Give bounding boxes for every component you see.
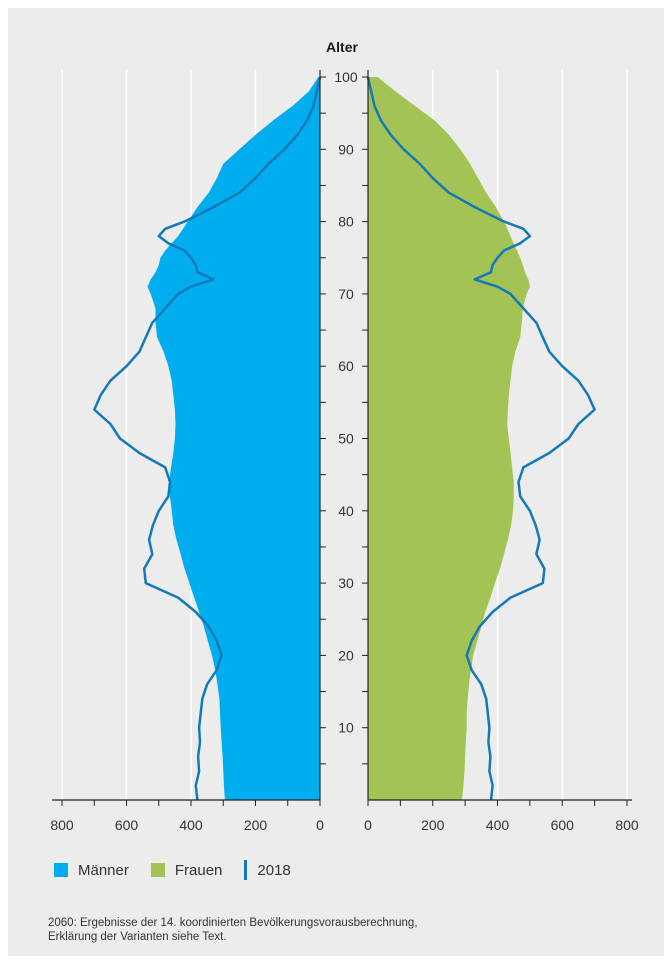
footnote-line-1: 2060: Ergebnisse der 14. koordinierten B… bbox=[48, 917, 418, 929]
x-tick-label-left-200: 200 bbox=[244, 817, 268, 833]
age-tick-label-60: 60 bbox=[338, 358, 354, 374]
x-tick-label-left-800: 800 bbox=[50, 817, 74, 833]
legend-item-frauen: Frauen bbox=[150, 861, 223, 879]
legend-label-2018: 2018 bbox=[257, 861, 291, 879]
line-2018-right bbox=[366, 76, 596, 801]
x-tick-label-right-0: 0 bbox=[364, 817, 372, 833]
legend-item-maenner: Männer bbox=[54, 862, 129, 879]
x-tick-label-right-200: 200 bbox=[421, 817, 445, 833]
area-frauen bbox=[368, 77, 530, 800]
age-tick-label-80: 80 bbox=[338, 214, 354, 230]
x-tick-label-right-800: 800 bbox=[615, 817, 639, 833]
footnote: 2060: Ergebnisse der 14. koordinierten B… bbox=[48, 916, 418, 944]
legend-label-maenner: Männer bbox=[78, 861, 129, 879]
age-tick-label-20: 20 bbox=[338, 647, 354, 663]
age-tick-label-100: 100 bbox=[334, 69, 358, 85]
chart-panel bbox=[8, 8, 664, 956]
age-tick-label-70: 70 bbox=[338, 286, 354, 302]
footnote-line-2: Erklärung der Varianten siehe Text. bbox=[48, 931, 227, 943]
age-tick-label-50: 50 bbox=[338, 431, 354, 447]
age-tick-label-30: 30 bbox=[338, 575, 354, 591]
area-maenner bbox=[147, 77, 320, 800]
x-tick-label-left-600: 600 bbox=[115, 817, 139, 833]
legend-item-2018: 2018 bbox=[244, 860, 291, 880]
x-tick-label-right-600: 600 bbox=[551, 817, 575, 833]
x-tick-label-left-0: 0 bbox=[316, 817, 324, 833]
population-pyramid-chart: 10 20 30 40 50 60 70 80 90 100 Alter 800 600 400 200 0 0… bbox=[50, 39, 639, 833]
age-tick-label-10: 10 bbox=[338, 720, 354, 736]
x-tick-label-right-400: 400 bbox=[486, 817, 510, 833]
legend: Männer Frauen 2018 bbox=[54, 860, 313, 880]
legend-swatch-frauen bbox=[150, 863, 165, 877]
legend-swatch-2018 bbox=[244, 860, 248, 880]
legend-swatch-maenner bbox=[54, 863, 68, 877]
x-tick-label-left-400: 400 bbox=[179, 817, 203, 833]
age-axis-title: Alter bbox=[326, 39, 358, 55]
legend-label-frauen: Frauen bbox=[174, 861, 223, 879]
line-2018-left bbox=[93, 76, 322, 801]
age-tick-label-40: 40 bbox=[338, 503, 354, 519]
age-tick-label-90: 90 bbox=[338, 141, 354, 157]
